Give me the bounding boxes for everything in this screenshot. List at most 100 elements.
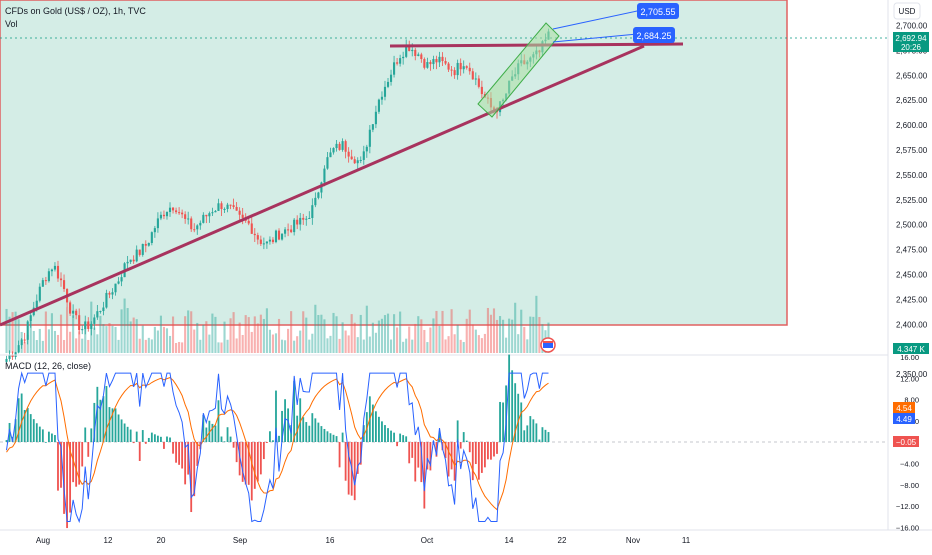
volume-bar <box>368 336 371 353</box>
macd-histogram-bar <box>75 442 78 487</box>
macd-histogram-bar <box>396 442 399 447</box>
macd-histogram-bar <box>456 420 459 442</box>
target-lower-text: 2,684.25 <box>636 31 671 41</box>
macd-histogram-bar <box>402 435 405 442</box>
volume-bar <box>538 317 541 353</box>
candle-body <box>432 59 435 65</box>
macd-histogram-bar <box>299 398 302 442</box>
macd-histogram-bar <box>462 432 465 442</box>
candle-body <box>329 152 332 158</box>
macd-value-text: 4.54 <box>896 404 912 413</box>
candle-body <box>47 271 50 282</box>
candle-body <box>69 302 72 314</box>
price-axis[interactable]: 2,700.002,675.002,650.002,625.002,600.00… <box>896 22 928 380</box>
volume-bar <box>492 308 496 353</box>
candle-body <box>405 46 408 57</box>
macd-histogram-bar <box>523 430 526 442</box>
volume-bar <box>453 334 456 353</box>
volume-bar <box>344 330 347 353</box>
volume-bar <box>202 324 205 353</box>
macd-histogram-bar <box>429 442 432 471</box>
candle-body <box>99 311 102 313</box>
macd-histogram-bar <box>8 422 11 442</box>
macd-histogram-bar <box>99 399 102 442</box>
macd-histogram-bar <box>220 436 223 442</box>
macd-histogram-bar <box>5 440 8 442</box>
macd-histogram-bar <box>169 437 171 442</box>
macd-histogram-bar <box>78 442 81 485</box>
price-tick-label: 2,500.00 <box>896 221 928 230</box>
time-axis[interactable]: Aug 12 20 Sep 16 Oct 14 22 Nov 11 <box>36 536 691 545</box>
macd-histogram-bar <box>399 433 402 442</box>
macd-histogram-bar <box>378 416 380 442</box>
macd-histogram-bar <box>344 442 347 481</box>
candle-body <box>26 321 29 340</box>
volume-bar <box>299 330 302 353</box>
macd-histogram-bar <box>214 425 217 442</box>
volume-bar <box>111 325 114 353</box>
volume-bar <box>459 339 462 353</box>
candle-body <box>456 62 459 76</box>
volume-bar <box>78 331 81 353</box>
macd-histogram-bar <box>390 430 392 442</box>
candle-body <box>150 232 153 243</box>
volume-bar <box>102 324 105 353</box>
candle-body <box>111 292 114 295</box>
macd-histogram-bar <box>323 428 326 442</box>
macd-histogram-bar <box>132 442 135 444</box>
macd-histogram-bar <box>278 435 280 442</box>
candle-body <box>474 78 477 80</box>
candle-body <box>296 219 299 225</box>
price-tick-label: 2,350.00 <box>896 370 928 379</box>
candle-body <box>308 217 311 219</box>
volume-bar <box>223 321 226 353</box>
macd-histogram-bar <box>26 407 29 442</box>
volume-bar <box>402 341 405 353</box>
volume-bar <box>168 335 172 353</box>
candle-body <box>377 99 380 112</box>
candle-body <box>338 143 341 150</box>
candle-body <box>59 278 63 281</box>
volume-bar <box>120 309 123 353</box>
macd-histogram-bar <box>32 419 35 442</box>
volume-bar <box>66 307 69 353</box>
macd-histogram-bar <box>211 423 214 442</box>
macd-histogram-bar <box>417 442 420 468</box>
macd-histogram-bar <box>447 442 450 477</box>
volume-bar <box>511 319 514 353</box>
rising-channel[interactable] <box>477 22 560 118</box>
candle-body <box>341 141 344 150</box>
volume-bar <box>238 322 241 353</box>
time-tick-label: Aug <box>36 536 50 545</box>
macd-histogram-bar <box>420 442 423 483</box>
macd-histogram-bar <box>493 442 495 457</box>
volume-bar <box>377 320 380 353</box>
volume-bar <box>11 312 14 353</box>
candle-body <box>138 249 141 255</box>
volume-bar <box>468 309 471 353</box>
volume-bar <box>517 334 520 353</box>
volume-bar <box>229 318 232 353</box>
candle-body <box>196 225 199 230</box>
currency-button[interactable] <box>893 2 921 20</box>
volume-bar <box>69 331 72 353</box>
volume-label: Vol <box>5 19 18 29</box>
candle-body <box>423 59 426 68</box>
macd-histogram-bar <box>193 442 196 497</box>
volume-bar <box>81 338 84 353</box>
volume-bar <box>520 309 523 353</box>
target-lower-label <box>633 27 675 43</box>
volume-bar <box>99 315 102 353</box>
candle-body <box>178 212 181 214</box>
ascending-trendline[interactable] <box>0 44 645 327</box>
macd-histogram-bar <box>87 442 90 457</box>
candle-body <box>17 345 20 353</box>
events-icon[interactable] <box>540 337 556 353</box>
volume-bar <box>393 314 396 353</box>
volume-bar <box>75 338 78 353</box>
volume-bar <box>505 337 508 353</box>
macd-histogram-bar <box>235 442 238 463</box>
volume-bar <box>341 322 344 353</box>
candle-body <box>120 277 123 282</box>
